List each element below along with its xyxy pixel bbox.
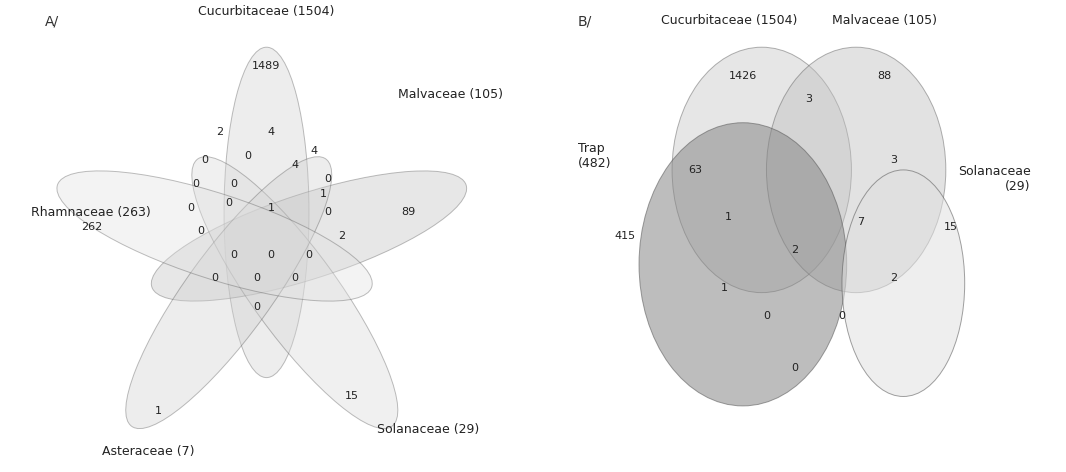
Text: Solanaceae (29): Solanaceae (29) xyxy=(376,423,479,436)
Ellipse shape xyxy=(672,47,852,293)
Ellipse shape xyxy=(151,171,467,301)
Text: 2: 2 xyxy=(791,245,798,255)
Text: 1: 1 xyxy=(155,405,161,416)
Text: 7: 7 xyxy=(857,217,865,227)
Text: Malvaceae (105): Malvaceae (105) xyxy=(831,14,937,27)
Ellipse shape xyxy=(842,170,965,396)
Text: 0: 0 xyxy=(254,273,260,284)
Text: 15: 15 xyxy=(344,391,358,402)
Text: Cucurbitaceae (1504): Cucurbitaceae (1504) xyxy=(198,5,335,18)
Text: 2: 2 xyxy=(339,231,345,241)
Text: 88: 88 xyxy=(877,70,891,81)
Text: 0: 0 xyxy=(211,273,219,284)
Text: Solanaceae
(29): Solanaceae (29) xyxy=(958,165,1031,194)
Text: 1: 1 xyxy=(721,283,727,293)
Text: 0: 0 xyxy=(230,179,237,189)
Text: 0: 0 xyxy=(197,226,204,236)
Text: 0: 0 xyxy=(225,198,232,208)
Text: 0: 0 xyxy=(192,179,199,189)
Text: 89: 89 xyxy=(401,207,416,218)
Text: 0: 0 xyxy=(254,302,260,312)
Text: 1426: 1426 xyxy=(729,70,757,81)
Text: B/: B/ xyxy=(578,14,592,28)
Ellipse shape xyxy=(224,47,309,378)
Text: A/: A/ xyxy=(45,14,59,28)
Text: Trap
(482): Trap (482) xyxy=(578,142,611,170)
Text: 0: 0 xyxy=(201,155,209,166)
Text: 63: 63 xyxy=(689,165,702,175)
Text: 0: 0 xyxy=(839,311,845,321)
Text: Rhamnaceae (263): Rhamnaceae (263) xyxy=(31,206,150,219)
Text: 1: 1 xyxy=(725,212,732,222)
Text: 0: 0 xyxy=(324,174,332,185)
Ellipse shape xyxy=(126,157,332,429)
Text: 4: 4 xyxy=(291,160,298,170)
Text: 1: 1 xyxy=(268,202,275,213)
Ellipse shape xyxy=(56,171,372,301)
Text: 4: 4 xyxy=(310,146,318,156)
Text: Cucurbitaceae (1504): Cucurbitaceae (1504) xyxy=(661,14,797,27)
Text: 1489: 1489 xyxy=(253,61,280,71)
Text: 0: 0 xyxy=(306,250,312,260)
Text: 0: 0 xyxy=(268,250,275,260)
Text: 2: 2 xyxy=(215,127,223,137)
Text: Asteraceae (7): Asteraceae (7) xyxy=(102,445,195,458)
Text: 415: 415 xyxy=(614,231,635,241)
Text: 1: 1 xyxy=(320,188,326,199)
Text: Malvaceae (105): Malvaceae (105) xyxy=(398,88,502,101)
Text: 0: 0 xyxy=(763,311,770,321)
Ellipse shape xyxy=(192,157,398,429)
Text: 4: 4 xyxy=(268,127,275,137)
Text: 3: 3 xyxy=(806,94,812,104)
Ellipse shape xyxy=(639,123,846,406)
Text: 15: 15 xyxy=(943,221,957,232)
Text: 0: 0 xyxy=(230,250,237,260)
Text: 0: 0 xyxy=(324,207,332,218)
Text: 0: 0 xyxy=(188,202,194,213)
Text: 262: 262 xyxy=(81,221,102,232)
Ellipse shape xyxy=(766,47,946,293)
Text: 2: 2 xyxy=(890,273,898,284)
Text: 0: 0 xyxy=(244,151,252,161)
Text: 0: 0 xyxy=(791,363,798,373)
Text: 0: 0 xyxy=(291,273,298,284)
Text: 3: 3 xyxy=(890,155,898,166)
